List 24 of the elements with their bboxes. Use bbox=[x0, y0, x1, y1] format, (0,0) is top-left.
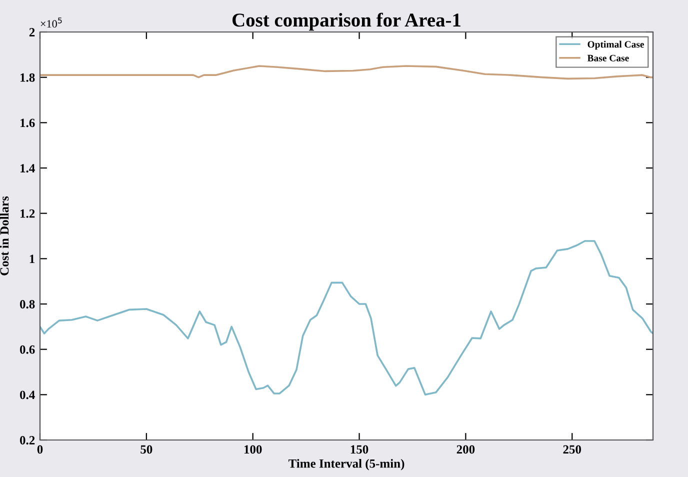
x-tick-label: 200 bbox=[456, 445, 475, 454]
text: ×10$^{5}$ bbox=[40, 18, 62, 28]
y-tick-label: 1.6 bbox=[20, 118, 35, 128]
y-tick-label: 1 bbox=[30, 254, 34, 264]
x-tick-label: 100 bbox=[244, 445, 262, 454]
line-series bbox=[40, 65, 653, 80]
x-tick-label: 50 bbox=[140, 445, 152, 454]
x-tick-label: 150 bbox=[350, 445, 368, 454]
y-tick-label: 0.6 bbox=[20, 345, 35, 354]
legend-label: Base Case bbox=[587, 54, 629, 62]
y-tick-label: 1.2 bbox=[20, 209, 35, 218]
x-tick-label: 0 bbox=[37, 445, 43, 454]
y-tick-label: 0.2 bbox=[20, 436, 35, 445]
y-tick-label: 1.8 bbox=[20, 73, 35, 82]
chart-title: Cost comparison for Area-1 bbox=[232, 12, 460, 31]
y-tick-label: 0.8 bbox=[20, 300, 35, 309]
y-tick-label: 2 bbox=[29, 28, 35, 36]
y-tick-label: 1.4 bbox=[20, 164, 35, 173]
y-tick-label: 0.4 bbox=[20, 390, 35, 400]
line-series bbox=[40, 240, 653, 396]
x-tick-label: 250 bbox=[563, 445, 582, 454]
y-axis-title: Cost in Dollars bbox=[0, 196, 9, 276]
x-axis-title: Time Interval (5-min) bbox=[288, 458, 404, 470]
legend-label: Optimal Case bbox=[588, 40, 644, 50]
